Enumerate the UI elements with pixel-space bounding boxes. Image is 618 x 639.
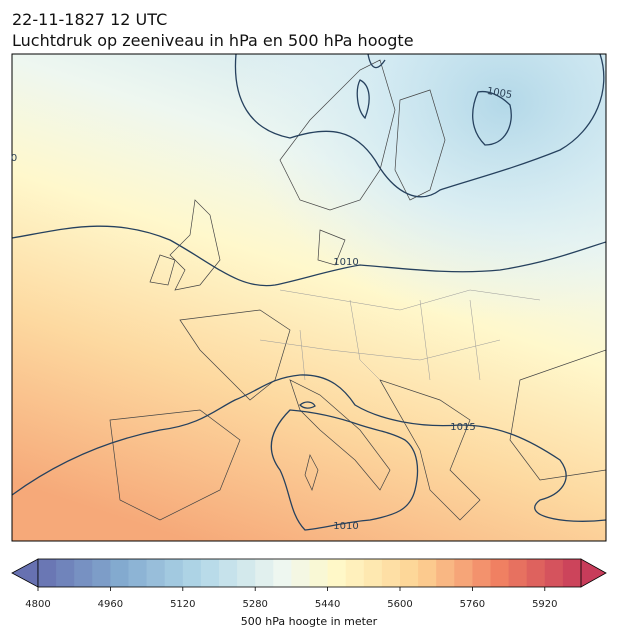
- colorbar-band: [219, 559, 238, 587]
- colorbar-band: [182, 559, 202, 587]
- isobar: [299, 401, 316, 409]
- contour-label: 0: [11, 153, 17, 164]
- colorbar-extend: [11, 558, 39, 588]
- colorbar-band: [508, 559, 528, 587]
- colorbar-band: [526, 559, 546, 587]
- colorbar-band: [544, 559, 564, 587]
- isobar: [270, 409, 419, 531]
- colorbar-band: [472, 559, 491, 587]
- contour-label: 1010: [333, 521, 358, 532]
- title: Luchtdruk op zeeniveau in hPa en 500 hPa…: [12, 31, 414, 50]
- borders: [259, 289, 541, 381]
- colorbar-band: [164, 559, 184, 587]
- isobar: [356, 54, 386, 120]
- colorbar-band: [309, 559, 329, 587]
- isobar: [12, 374, 606, 522]
- colorbar-extend: [580, 558, 607, 588]
- contour-label: 1015: [450, 422, 475, 433]
- colorbar-band: [273, 559, 292, 587]
- colorbar-band: [381, 559, 401, 587]
- isobar: [472, 90, 512, 146]
- colorbar-band: [110, 559, 129, 587]
- tick-label: 5600: [387, 599, 412, 610]
- colorbar-band: [490, 559, 510, 587]
- colorbar-band: [146, 559, 166, 587]
- isobar: [12, 225, 606, 287]
- colorbar-band: [436, 559, 455, 587]
- tick-label: 5280: [242, 599, 267, 610]
- colorbar-band: [38, 559, 57, 587]
- colorbar: 4800 4960 5120 5280 5440 5600 5760 5920: [11, 558, 607, 610]
- colorbar-band: [255, 559, 274, 587]
- tick-label: 4800: [25, 599, 50, 610]
- colorbar-band: [74, 559, 93, 587]
- tick-label: 5440: [315, 599, 340, 610]
- tick-label: 4960: [98, 599, 123, 610]
- colorbar-band: [291, 559, 310, 587]
- tick-label: 5760: [460, 599, 485, 610]
- colorbar-band: [418, 559, 437, 587]
- map-frame: [11, 53, 607, 542]
- map-low: [12, 54, 606, 541]
- colorbar-band: [345, 559, 365, 587]
- colorbar-band: [400, 559, 419, 587]
- colorbar-band: [92, 559, 111, 587]
- tick-label: 5120: [170, 599, 195, 610]
- colorbar-band: [237, 559, 256, 587]
- tick-label: 5920: [532, 599, 557, 610]
- colorbar-band: [327, 559, 347, 587]
- colorbar-band: [363, 559, 383, 587]
- colorbar-band: [200, 559, 220, 587]
- colorbar-band: [128, 559, 148, 587]
- colorbar-label: 500 hPa hoogte in meter: [241, 615, 378, 628]
- colorbar-band: [562, 559, 582, 587]
- map: [12, 54, 606, 541]
- coastlines: [109, 59, 606, 521]
- colorbar-band: [56, 559, 75, 587]
- date: 22-11-1827 12 UTC: [12, 10, 167, 29]
- colorbar-band: [454, 559, 473, 587]
- colorbar-frame: [37, 558, 582, 588]
- contour-label: 1010: [333, 257, 358, 268]
- isobar: [234, 54, 605, 198]
- contour-label: 1005: [486, 86, 513, 101]
